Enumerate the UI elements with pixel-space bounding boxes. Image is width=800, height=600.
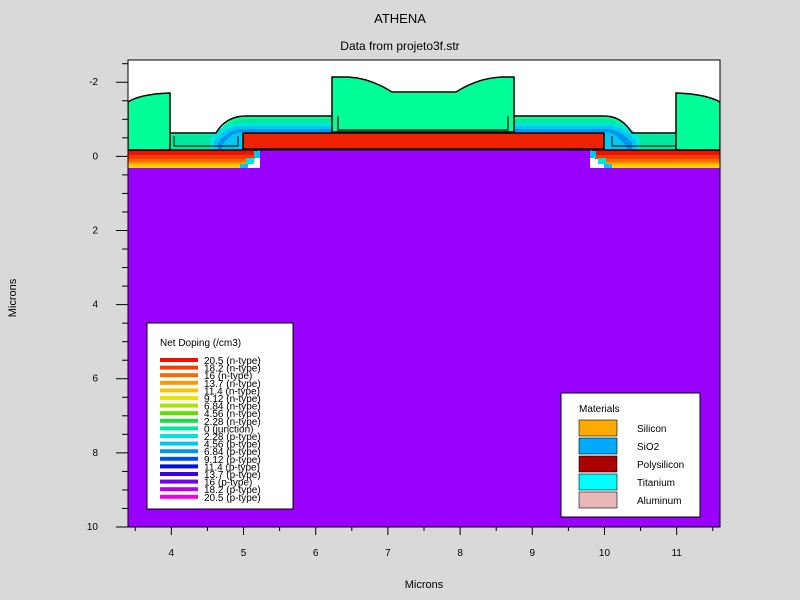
y-tick-label: 4 xyxy=(92,300,98,311)
doping-legend-swatch xyxy=(160,487,198,492)
doping-legend-label: 13.7 (p-type) xyxy=(204,470,261,481)
x-tick-label: 9 xyxy=(530,548,536,559)
net-doping-legend-title: Net Doping (/cm3) xyxy=(160,338,241,349)
doping-legend-label: 20.5 (p-type) xyxy=(204,493,261,504)
polysilicon-gate xyxy=(242,132,605,150)
doping-legend-swatch xyxy=(160,403,198,408)
gate-cap-oxide xyxy=(331,76,515,133)
doping-legend-swatch xyxy=(160,396,198,400)
doping-legend-swatch xyxy=(160,358,198,362)
doping-legend-label: 9.12 (n-type) xyxy=(204,394,261,405)
x-tick-label: 4 xyxy=(169,548,175,559)
doping-legend-label: 2.28 (n-type) xyxy=(204,417,261,428)
source-doping-region xyxy=(128,150,260,168)
y-axis: -2 0 2 4 6 8 10 xyxy=(87,63,128,533)
doping-legend-swatch xyxy=(160,434,198,438)
material-legend-swatch xyxy=(578,473,618,491)
doping-legend-swatch xyxy=(160,472,198,476)
doping-legend-label: 4.56 (n-type) xyxy=(204,409,261,420)
doping-legend-swatch xyxy=(160,388,198,393)
x-tick-label: 10 xyxy=(599,548,611,559)
plot-title: ATHENA xyxy=(374,11,426,26)
y-tick-label: 10 xyxy=(87,522,99,533)
y-tick-label: -2 xyxy=(89,77,98,88)
doping-legend-label: 18.2 (n-type) xyxy=(204,364,261,375)
drain-doping-region xyxy=(590,150,720,168)
doping-legend-swatch xyxy=(160,456,198,461)
x-tick-label: 8 xyxy=(457,548,463,559)
material-legend-swatch xyxy=(578,437,618,455)
plot-subtitle: Data from projeto3f.str xyxy=(340,39,459,53)
material-legend-swatch xyxy=(578,419,618,437)
x-tick-label: 7 xyxy=(385,548,391,559)
doping-legend-swatch xyxy=(160,449,198,454)
doping-legend-label: 6.84 (p-type) xyxy=(204,447,261,458)
field-oxide-left xyxy=(128,92,171,151)
doping-legend-label: 9.12 (p-type) xyxy=(204,455,261,466)
doping-legend-label: 20.5 (n-type) xyxy=(204,356,261,367)
x-axis: 4 5 6 7 8 9 10 11 xyxy=(134,527,714,559)
doping-legend-label: 18.2 (p-type) xyxy=(204,485,261,496)
y-tick-label: 2 xyxy=(92,225,98,236)
doping-legend-label: 16 (n-type) xyxy=(204,371,252,382)
x-axis-label: Microns xyxy=(405,579,444,591)
doping-legend-label: 13.7 (n-type) xyxy=(204,379,261,390)
doping-legend-label: 0 (junction) xyxy=(204,424,253,435)
doping-legend-swatch xyxy=(160,479,198,484)
material-legend-label: Silicon xyxy=(637,424,666,435)
doping-legend-swatch xyxy=(160,494,198,499)
materials-legend: Materials Silicon SiO2 Polysilicon Titanium… xyxy=(560,392,701,518)
doping-legend-swatch xyxy=(160,380,198,385)
doping-legend-label: 11.4 (p-type) xyxy=(204,462,260,473)
doping-legend-label: 4.56 (p-type) xyxy=(204,440,261,451)
plot-area xyxy=(128,60,720,527)
doping-legend-swatch xyxy=(160,426,198,431)
net-doping-legend: Net Doping (/cm3) 20.5 (n-type)18.2 (n-t… xyxy=(146,322,294,510)
field-oxide-right xyxy=(675,92,720,151)
doping-legend-swatch xyxy=(160,411,198,416)
doping-legend-label: 2.28 (p-type) xyxy=(204,432,261,443)
material-legend-label: SiO2 xyxy=(637,442,660,453)
channel-region xyxy=(260,150,590,168)
y-axis-label: Microns xyxy=(7,278,19,317)
material-legend-swatch xyxy=(578,491,618,509)
doping-legend-swatch xyxy=(160,365,198,370)
y-tick-label: 0 xyxy=(92,151,98,162)
doping-legend-swatch xyxy=(160,464,198,469)
doping-legend-label: 11.4 (n-type) xyxy=(204,386,260,397)
material-legend-label: Titanium xyxy=(637,478,675,489)
doping-legend-label: 6.84 (n-type) xyxy=(204,402,261,413)
doping-legend-swatch xyxy=(160,441,198,446)
material-legend-label: Polysilicon xyxy=(637,460,684,471)
x-tick-label: 6 xyxy=(313,548,319,559)
x-tick-label: 11 xyxy=(671,548,682,559)
doping-legend-swatch xyxy=(160,418,198,423)
material-legend-label: Aluminum xyxy=(637,496,681,507)
material-legend-swatch xyxy=(578,455,618,473)
x-tick-label: 5 xyxy=(241,548,247,559)
doping-legend-swatch xyxy=(160,373,198,378)
y-tick-label: 6 xyxy=(92,374,98,385)
y-tick-label: 8 xyxy=(92,448,98,459)
doping-legend-label: 16 (p-type) xyxy=(204,478,252,489)
materials-legend-title: Materials xyxy=(579,404,620,415)
